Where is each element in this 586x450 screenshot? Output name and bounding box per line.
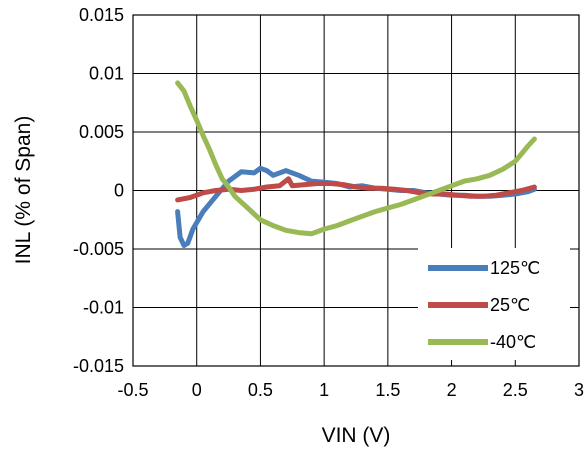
y-tick-label: 0.005 xyxy=(79,122,124,142)
plot-area-frame xyxy=(132,14,580,367)
series-group xyxy=(175,80,537,248)
y-tick-label: 0.015 xyxy=(79,5,124,25)
y-tick-label: -0.015 xyxy=(73,356,124,376)
x-tick-label: 1.5 xyxy=(375,380,400,400)
x-tick-label: 2.5 xyxy=(503,380,528,400)
x-tick-label: 2 xyxy=(447,380,457,400)
y-tick-label: 0.01 xyxy=(89,64,124,84)
y-axis-label: INL (% of Span) xyxy=(12,116,35,265)
x-tick-label: 0 xyxy=(192,380,202,400)
series-line-1 xyxy=(175,176,537,203)
legend-label-0: 125℃ xyxy=(490,258,540,278)
y-tick-label: 0 xyxy=(114,181,124,201)
series-line-2 xyxy=(175,80,537,237)
y-axis-ticks: 0.015 0.01 0.005 0 -0.005 -0.01 -0.015 xyxy=(73,5,124,376)
y-tick-label: -0.005 xyxy=(73,239,124,259)
legend-label-2: -40℃ xyxy=(490,332,536,352)
x-axis-ticks: -0.5 0 0.5 1 1.5 2 2.5 3 xyxy=(117,380,584,400)
legend-label-1: 25℃ xyxy=(490,295,530,315)
x-tick-label: -0.5 xyxy=(117,380,148,400)
x-axis-label: VIN (V) xyxy=(322,424,391,447)
y-tick-label: -0.01 xyxy=(83,298,124,318)
x-tick-label: 1 xyxy=(319,380,329,400)
x-tick-label: 0.5 xyxy=(248,380,273,400)
legend: 125℃ 25℃ -40℃ xyxy=(418,248,570,360)
x-tick-label: 3 xyxy=(574,380,584,400)
